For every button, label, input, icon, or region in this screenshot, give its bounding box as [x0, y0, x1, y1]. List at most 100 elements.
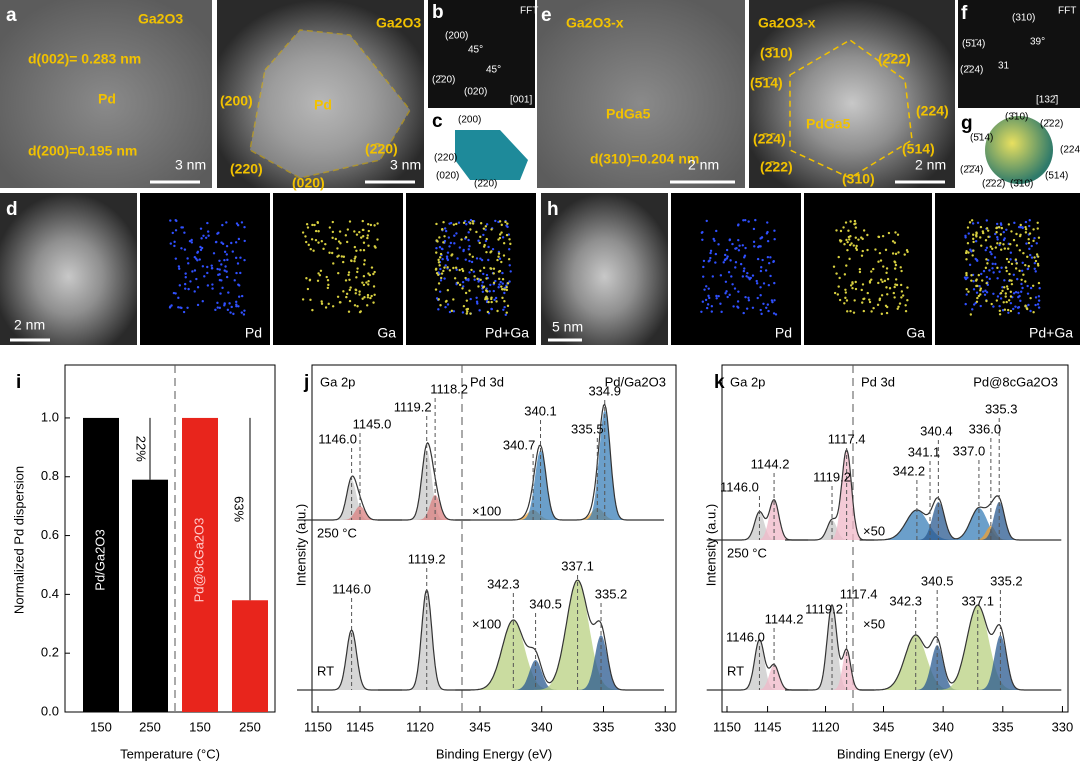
map-dot — [181, 226, 184, 229]
map-dot — [850, 242, 853, 245]
label: d(002)= 0.283 nm — [28, 51, 141, 67]
map-dot — [881, 280, 884, 284]
map-dot — [994, 246, 998, 249]
map-dot — [866, 233, 869, 237]
label: 335 — [992, 719, 1014, 734]
tem-image — [0, 0, 212, 188]
map-dot — [992, 271, 995, 274]
map-dot — [498, 257, 502, 260]
map-dot — [703, 288, 706, 291]
label: 1146.0 — [726, 629, 765, 644]
map-dot — [964, 302, 967, 306]
map-dot — [199, 245, 202, 249]
map-dot — [479, 257, 482, 260]
map-dot — [193, 269, 197, 272]
map-dot — [458, 246, 462, 249]
map-dot — [877, 281, 880, 285]
label: 1120 — [812, 719, 840, 734]
map-dot — [999, 242, 1002, 245]
map-dot — [372, 301, 375, 304]
map-dot — [845, 264, 848, 267]
map-dot — [188, 239, 192, 243]
map-dot — [234, 256, 238, 260]
map-dot — [349, 286, 352, 289]
map-dot — [1018, 234, 1022, 238]
map-dot — [435, 222, 438, 226]
map-dot — [462, 221, 466, 225]
map-dot — [702, 265, 705, 269]
map-dot — [508, 264, 511, 267]
map-dot — [359, 249, 362, 252]
map-dot — [450, 309, 454, 313]
map-dot — [234, 241, 238, 244]
map-dot — [501, 271, 504, 275]
map-dot — [320, 239, 324, 243]
map-dot — [237, 283, 240, 286]
label: 1117.4 — [840, 586, 878, 601]
map-dot — [881, 234, 885, 238]
map-dot — [173, 240, 176, 244]
map-dot — [336, 295, 340, 298]
map-dot — [851, 282, 854, 285]
map-dot — [968, 263, 972, 267]
map-dot — [861, 249, 864, 253]
map-dot — [469, 297, 472, 301]
map-dot — [491, 247, 495, 251]
label: j — [303, 372, 309, 393]
map-dot — [870, 270, 873, 273]
map-dot — [977, 294, 981, 298]
map-dot — [996, 242, 999, 245]
map-dot — [346, 228, 350, 231]
eds-map — [935, 193, 1080, 345]
map-dot — [905, 248, 909, 252]
map-dot — [467, 231, 470, 234]
map-dot — [1014, 267, 1018, 270]
map-dot — [317, 272, 320, 275]
map-dot — [843, 243, 846, 246]
map-dot — [174, 229, 178, 232]
map-dot — [861, 283, 865, 286]
map-dot — [220, 263, 223, 266]
map-dot — [232, 312, 235, 316]
map-dot — [500, 231, 503, 234]
map-dot — [906, 286, 909, 289]
map-dot — [230, 241, 233, 245]
map-dot — [979, 304, 982, 308]
envelope — [785, 603, 875, 691]
map-dot — [373, 293, 376, 296]
map-dot — [855, 248, 859, 252]
map-dot — [975, 231, 978, 234]
label: 330 — [654, 719, 676, 734]
map-dot — [486, 290, 489, 293]
plots — [64, 364, 1069, 713]
label: (310) — [842, 171, 875, 187]
map-dot — [470, 260, 474, 264]
map-dot — [701, 300, 705, 303]
map-dot — [464, 258, 467, 261]
map-dot — [998, 226, 1001, 229]
map-dot — [187, 262, 190, 265]
map-dot — [317, 230, 320, 233]
map-dot — [445, 299, 448, 303]
map-dot — [845, 238, 848, 242]
map-dot — [853, 299, 856, 302]
map-dot — [900, 296, 903, 299]
map-dot — [854, 236, 857, 239]
map-dot — [970, 274, 973, 277]
map-dot — [508, 248, 511, 251]
map-dot — [1029, 286, 1033, 290]
map-dot — [484, 225, 488, 228]
label: 335.5 — [571, 421, 604, 436]
map-dot — [324, 242, 327, 246]
map-dot — [501, 296, 504, 300]
map-dot — [747, 299, 751, 302]
map-dot — [707, 287, 710, 290]
map-dot — [240, 294, 244, 298]
map-dot — [509, 242, 512, 246]
map-dot — [218, 273, 221, 276]
map-dot — [198, 258, 201, 261]
map-dot — [1028, 219, 1031, 222]
map-dot — [216, 267, 219, 271]
map-dot — [443, 235, 446, 238]
label: 2 nm — [688, 157, 719, 173]
